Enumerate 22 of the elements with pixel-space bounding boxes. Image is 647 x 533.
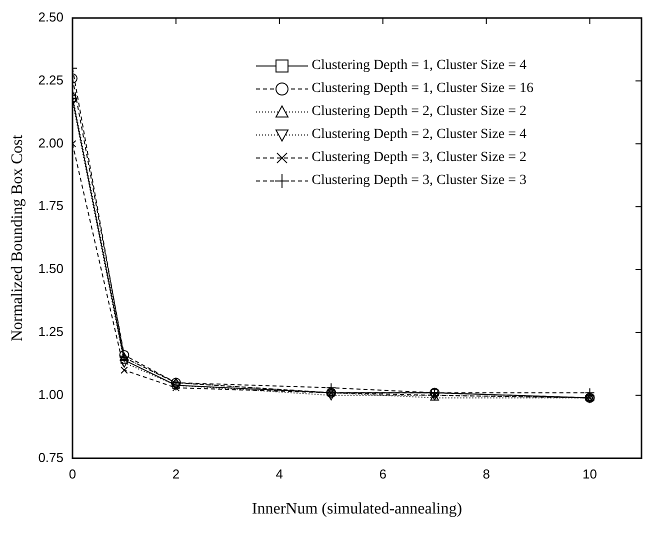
- x-tick-label: 4: [276, 466, 284, 482]
- y-tick-label: 2.50: [38, 10, 64, 25]
- legend-label: Clustering Depth = 2, Cluster Size = 4: [312, 126, 526, 144]
- legend-label: Clustering Depth = 3, Cluster Size = 3: [312, 172, 526, 190]
- y-tick-label: 2.25: [38, 72, 64, 88]
- x-tick-label: 6: [379, 466, 386, 482]
- legend-label: Clustering Depth = 1, Cluster Size = 4: [312, 57, 526, 75]
- y-tick-label: 1.50: [38, 261, 64, 276]
- x-tick-label: 10: [582, 466, 598, 482]
- legend-label: Clustering Depth = 2, Cluster Size = 2: [312, 103, 526, 121]
- legend-label: Clustering Depth = 3, Cluster Size = 2: [312, 149, 526, 167]
- y-tick-label: 1.00: [38, 386, 64, 402]
- x-tick-label: 0: [68, 466, 76, 482]
- y-tick-label: 0.75: [38, 450, 64, 465]
- y-tick-label: 1.75: [38, 198, 64, 214]
- x-tick-label: 8: [482, 466, 490, 482]
- x-tick-label: 2: [172, 466, 180, 482]
- legend-label: Clustering Depth = 1, Cluster Size = 16: [312, 80, 534, 98]
- y-tick-label: 1.25: [38, 324, 64, 340]
- y-axis-title: Normalized Bounding Box Cost: [8, 134, 26, 342]
- x-axis-title: InnerNum (simulated-annealing): [252, 500, 462, 518]
- y-tick-label: 2.00: [38, 135, 64, 150]
